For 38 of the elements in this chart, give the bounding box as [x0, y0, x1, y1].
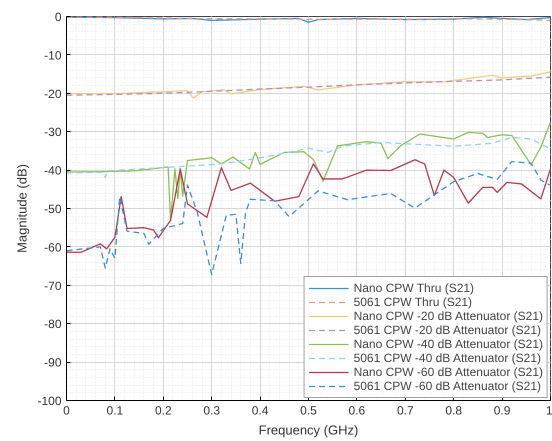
legend-label: Nano CPW -20 dB Attenuator (S21) [354, 309, 543, 323]
legend-label: Nano CPW -40 dB Attenuator (S21) [354, 337, 543, 351]
y-tick-label: -10 [44, 48, 62, 62]
legend-label: Nano CPW Thru (S21) [354, 281, 474, 295]
y-tick-label: 0 [54, 10, 62, 24]
x-tick-label: 0.2 [154, 404, 172, 418]
line-series [66, 121, 550, 222]
y-tick-label: -40 [44, 164, 62, 178]
x-axis-title: Frequency (GHz) [258, 422, 358, 438]
legend-label: Nano CPW -60 dB Attenuator (S21) [354, 365, 543, 379]
y-tick-label: -70 [44, 278, 62, 293]
y-tick-label: -30 [44, 125, 62, 140]
legend-label: 5061 CPW -40 dB Attenuator (S21) [354, 351, 541, 365]
y-axis-title: Magnitude (dB) [14, 164, 30, 253]
x-tick-label: 0.3 [203, 404, 220, 418]
line-series [66, 161, 550, 276]
y-tick-label: -80 [44, 317, 62, 332]
x-tick-label: 0.5 [300, 404, 318, 418]
y-tick-label: -100 [37, 394, 62, 408]
line-series [66, 136, 550, 178]
x-tick-label: 0.7 [396, 404, 414, 418]
x-tick-label: 0.4 [252, 404, 269, 418]
x-tick-label: 0 [63, 404, 70, 418]
y-tick-label: -50 [44, 202, 62, 216]
x-tick-label: 0.6 [348, 404, 366, 418]
line-series [66, 71, 550, 99]
y-tick-label: -60 [44, 240, 62, 254]
x-tick-label: 1 [546, 404, 552, 418]
legend-label: 5061 CPW Thru (S21) [354, 295, 472, 309]
line-series [66, 76, 550, 96]
x-tick-label: 0.1 [106, 404, 124, 418]
y-tick-label: -90 [44, 356, 62, 370]
x-tick-label: 0.8 [445, 404, 462, 418]
legend-label: 5061 CPW -20 dB Attenuator (S21) [354, 323, 541, 337]
line-series [66, 159, 550, 253]
x-tick-label: 0.9 [494, 404, 511, 418]
legend-label: 5061 CPW -60 dB Attenuator (S21) [354, 379, 541, 393]
y-tick-label: -20 [44, 86, 62, 101]
